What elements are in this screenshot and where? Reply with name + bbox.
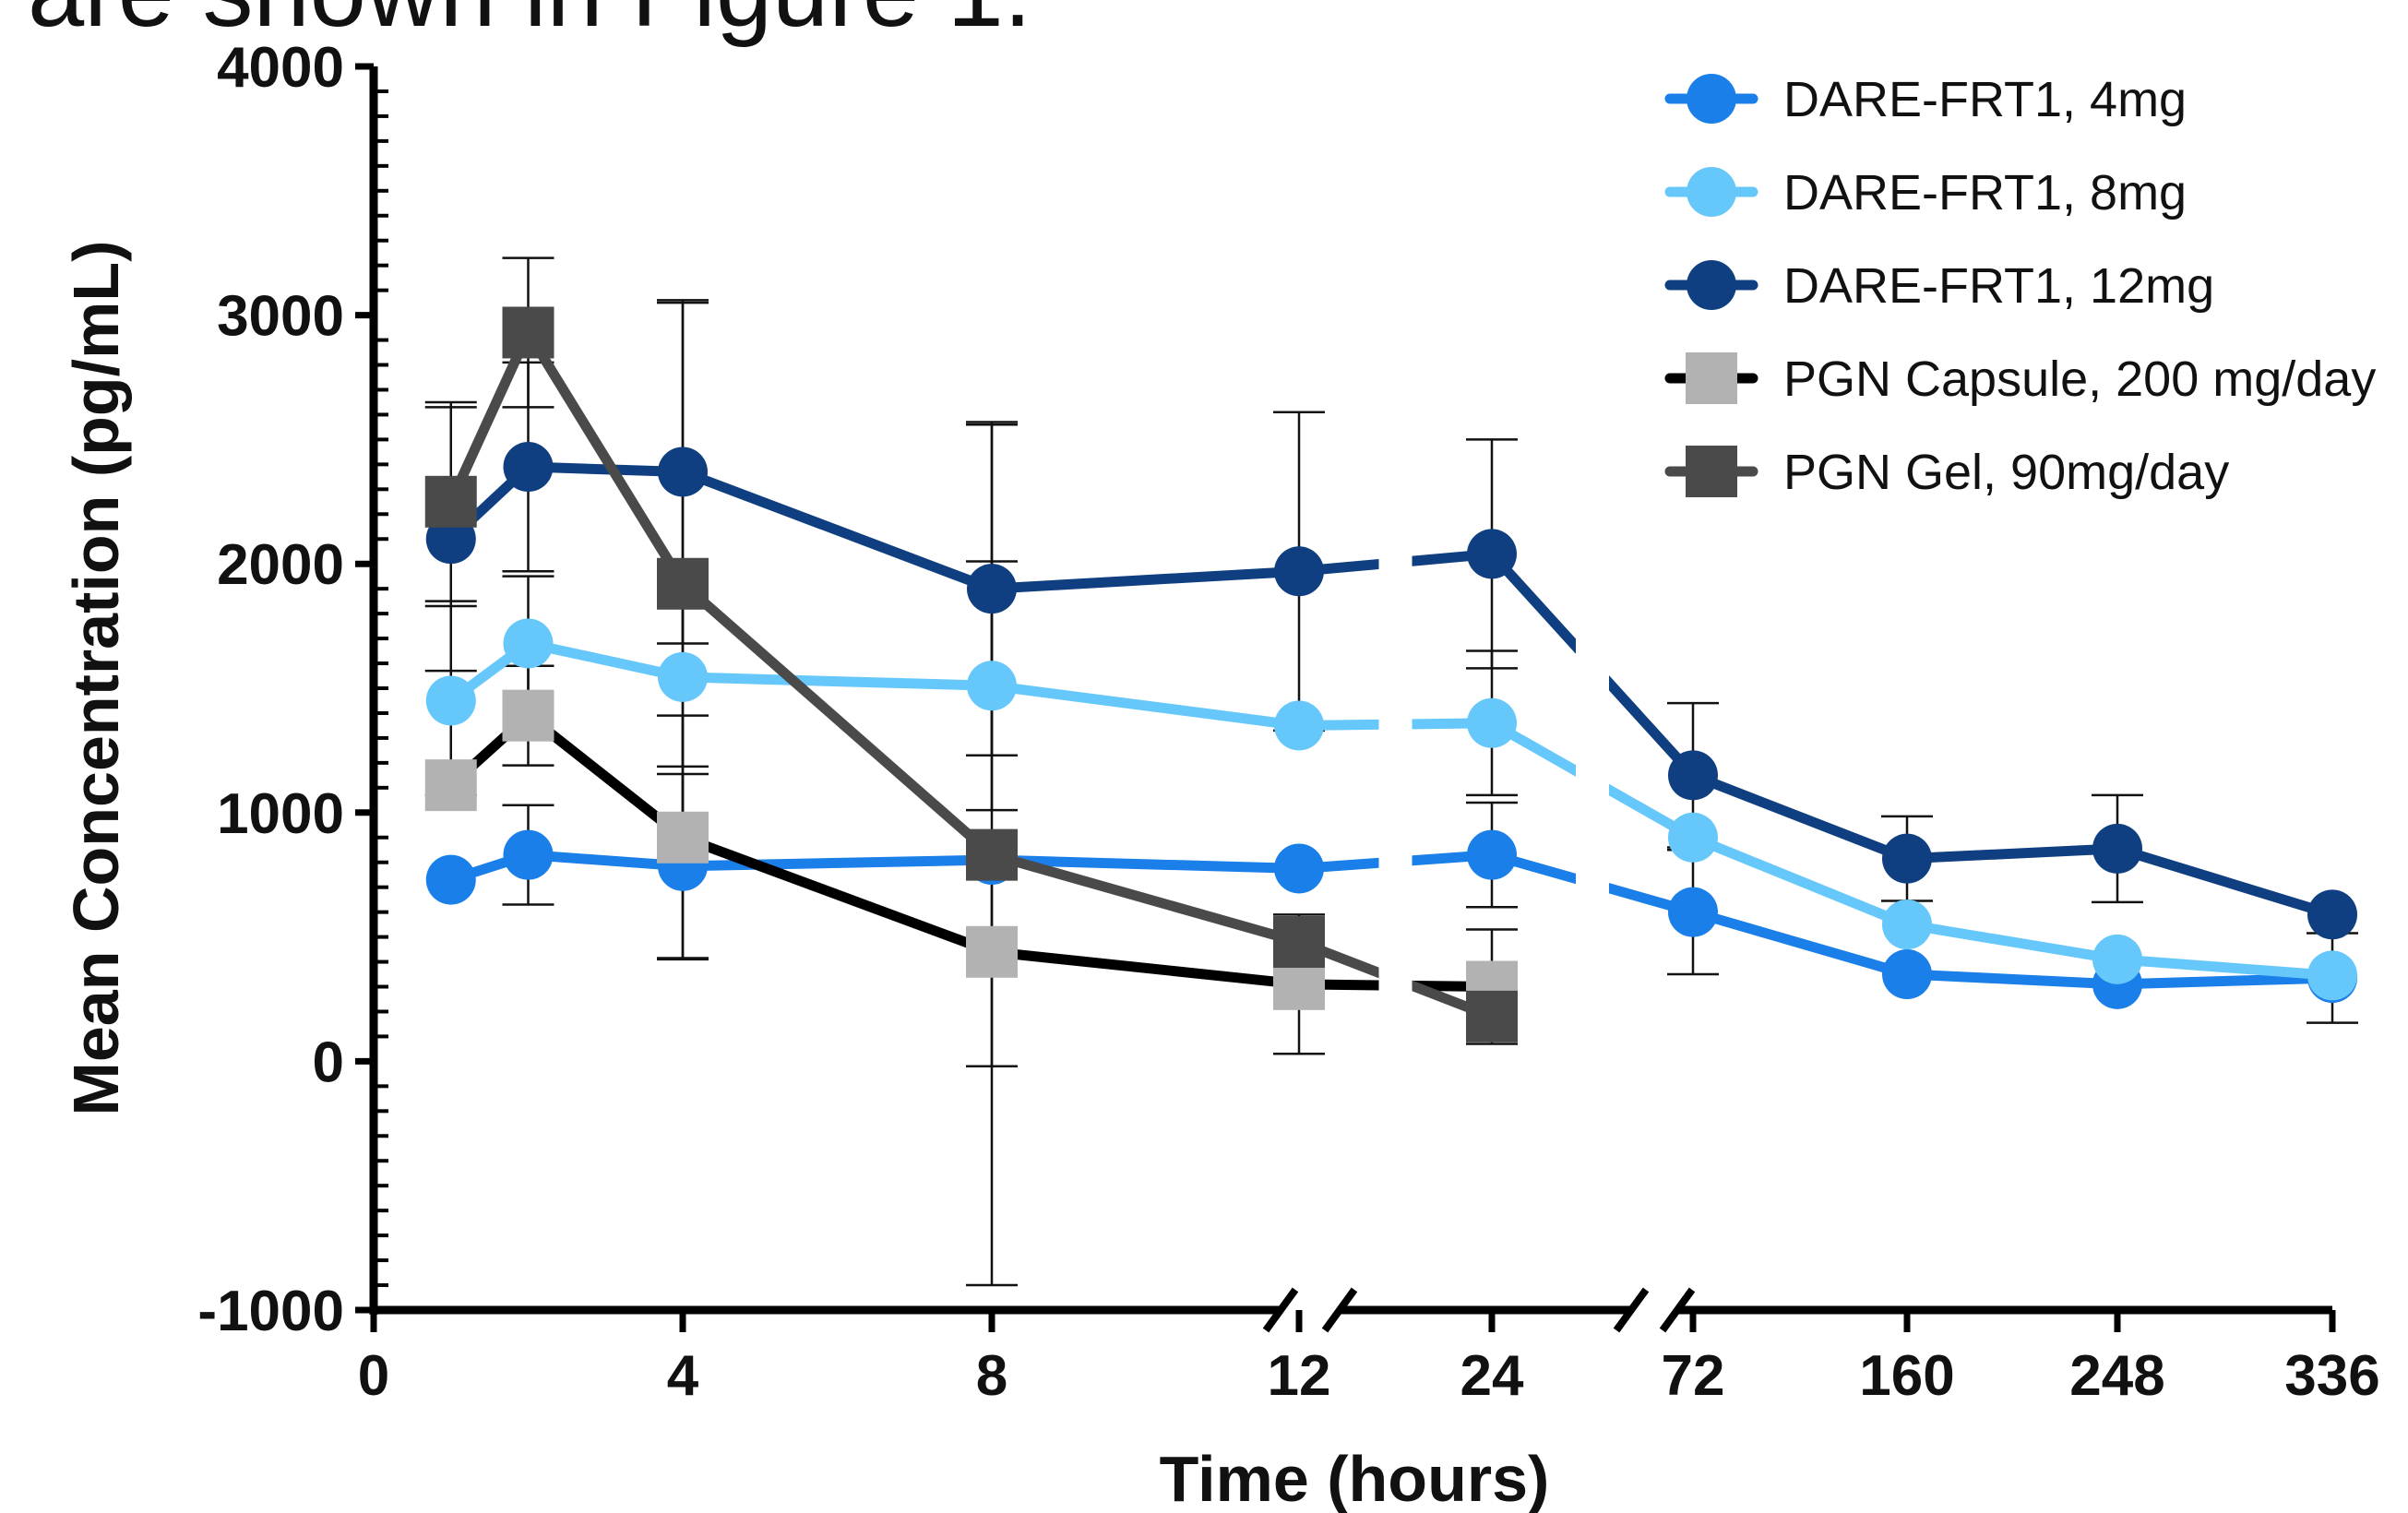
- data-point-dare-frt1-8mg-12: [1274, 700, 1324, 751]
- data-point-pgn-gel-90mg-day-12: [1273, 915, 1325, 968]
- axis-break-gaps: [1378, 66, 1609, 1305]
- x-tick-label: 72: [1662, 1344, 1725, 1408]
- legend-label-dare-frt1-8mg: DARE-FRT1, 8mg: [1783, 165, 2187, 220]
- data-point-dare-frt1-12mg-24: [1467, 529, 1517, 579]
- data-point-dare-frt1-8mg-160: [1882, 899, 1932, 950]
- axes-layer: [355, 63, 2336, 1333]
- x-tick-label: 0: [358, 1344, 389, 1408]
- legend-entry-dare-frt1-8mg: DARE-FRT1, 8mg: [1664, 165, 2187, 220]
- data-point-dare-frt1-12mg-4: [658, 447, 708, 497]
- x-tick-label: 24: [1460, 1344, 1524, 1408]
- legend-label-dare-frt1-4mg: DARE-FRT1, 4mg: [1783, 72, 2187, 127]
- x-axis-label: Time (hours): [1160, 1443, 1550, 1513]
- data-point-dare-frt1-8mg-72: [1668, 812, 1718, 863]
- x-tick-label: 12: [1268, 1344, 1331, 1408]
- data-point-dare-frt1-12mg-8: [967, 564, 1017, 614]
- data-point-dare-frt1-8mg-2: [503, 618, 554, 669]
- data-point-dare-frt1-4mg-160: [1882, 949, 1932, 1000]
- data-point-dare-frt1-12mg-248: [2092, 823, 2142, 874]
- data-point-pgn-gel-90mg-day-8: [966, 828, 1018, 881]
- series-line-pgn-gel-90mg-day: [446, 327, 1494, 1022]
- axis-break-gap-1: [1378, 66, 1413, 1305]
- data-point-dare-frt1-8mg-1: [425, 675, 476, 726]
- markers-layer: [424, 306, 2357, 1042]
- data-point-dare-frt1-12mg-336: [2307, 889, 2357, 940]
- data-point-dare-frt1-12mg-12: [1274, 546, 1324, 597]
- x-axis-break-mark-1-2: [1321, 1287, 1358, 1333]
- data-point-dare-frt1-4mg-12: [1274, 843, 1324, 894]
- data-point-dare-frt1-12mg-72: [1668, 750, 1718, 801]
- legend-marker-pgn-capsule-200-mg-day: [1686, 352, 1737, 404]
- data-point-pgn-gel-90mg-day-2: [502, 306, 554, 359]
- legend-marker-dare-frt1-4mg: [1687, 74, 1736, 124]
- legend-entry-pgn-capsule-200-mg-day: PGN Capsule, 200 mg/day: [1664, 351, 2376, 407]
- y-tick-label: 4000: [217, 36, 344, 100]
- legend: DARE-FRT1, 4mg DARE-FRT1, 8mg DARE-FRT1, 1…: [1664, 72, 2376, 500]
- legend-label-pgn-capsule-200-mg-day: PGN Capsule, 200 mg/day: [1783, 351, 2376, 407]
- y-tick-label: 2000: [217, 533, 344, 597]
- data-point-dare-frt1-8mg-336: [2307, 950, 2357, 1001]
- x-axis-break-mark-2-2: [1659, 1287, 1696, 1333]
- page-title-fragment: are shown in Figure 1.: [28, 0, 1031, 48]
- x-tick-label: 4: [667, 1344, 699, 1408]
- axis-break-gap-2: [1576, 66, 1609, 1305]
- data-point-dare-frt1-8mg-24: [1467, 697, 1517, 748]
- data-point-pgn-gel-90mg-day-24: [1466, 990, 1518, 1042]
- data-point-dare-frt1-12mg-160: [1882, 833, 1932, 884]
- data-point-pgn-capsule-200-mg-day-2: [502, 689, 554, 742]
- data-point-dare-frt1-4mg-1: [425, 854, 476, 905]
- data-point-pgn-gel-90mg-day-4: [657, 557, 709, 610]
- data-point-pgn-capsule-200-mg-day-8: [966, 925, 1018, 978]
- data-point-dare-frt1-4mg-72: [1668, 887, 1718, 937]
- y-tick-label: 3000: [217, 285, 344, 349]
- data-point-dare-frt1-8mg-8: [967, 661, 1017, 711]
- legend-entry-pgn-gel-90mg-day: PGN Gel, 90mg/day: [1664, 445, 2229, 500]
- x-axis-break-mark-2-1: [1613, 1287, 1650, 1333]
- data-point-dare-frt1-12mg-2: [503, 442, 554, 493]
- y-tick-label: 0: [313, 1031, 344, 1094]
- data-point-dare-frt1-8mg-248: [2092, 934, 2142, 984]
- y-tick-label: 1000: [217, 782, 344, 846]
- legend-marker-pgn-gel-90mg-day: [1686, 446, 1737, 497]
- x-tick-label: 336: [2284, 1344, 2379, 1408]
- data-point-pgn-capsule-200-mg-day-1: [424, 759, 477, 812]
- y-axis-label: Mean Concentration (pg/mL): [60, 241, 132, 1116]
- legend-label-pgn-gel-90mg-day: PGN Gel, 90mg/day: [1783, 445, 2229, 500]
- x-axis-break-mark-1-1: [1262, 1287, 1299, 1333]
- x-tick-label: 8: [976, 1344, 1007, 1408]
- data-point-dare-frt1-8mg-4: [658, 651, 708, 702]
- legend-label-dare-frt1-12mg: DARE-FRT1, 12mg: [1783, 258, 2214, 314]
- data-point-dare-frt1-4mg-2: [503, 829, 554, 880]
- x-tick-label: 160: [1859, 1344, 1954, 1408]
- legend-marker-dare-frt1-12mg: [1687, 260, 1736, 310]
- legend-marker-dare-frt1-8mg: [1687, 167, 1736, 217]
- data-point-dare-frt1-4mg-24: [1467, 829, 1517, 880]
- data-point-pgn-gel-90mg-day-1: [424, 475, 477, 528]
- x-tick-label: 248: [2069, 1344, 2164, 1408]
- y-tick-label: -1000: [197, 1280, 344, 1343]
- legend-entry-dare-frt1-4mg: DARE-FRT1, 4mg: [1664, 72, 2187, 127]
- data-point-pgn-capsule-200-mg-day-4: [657, 811, 709, 864]
- legend-entry-dare-frt1-12mg: DARE-FRT1, 12mg: [1664, 258, 2214, 314]
